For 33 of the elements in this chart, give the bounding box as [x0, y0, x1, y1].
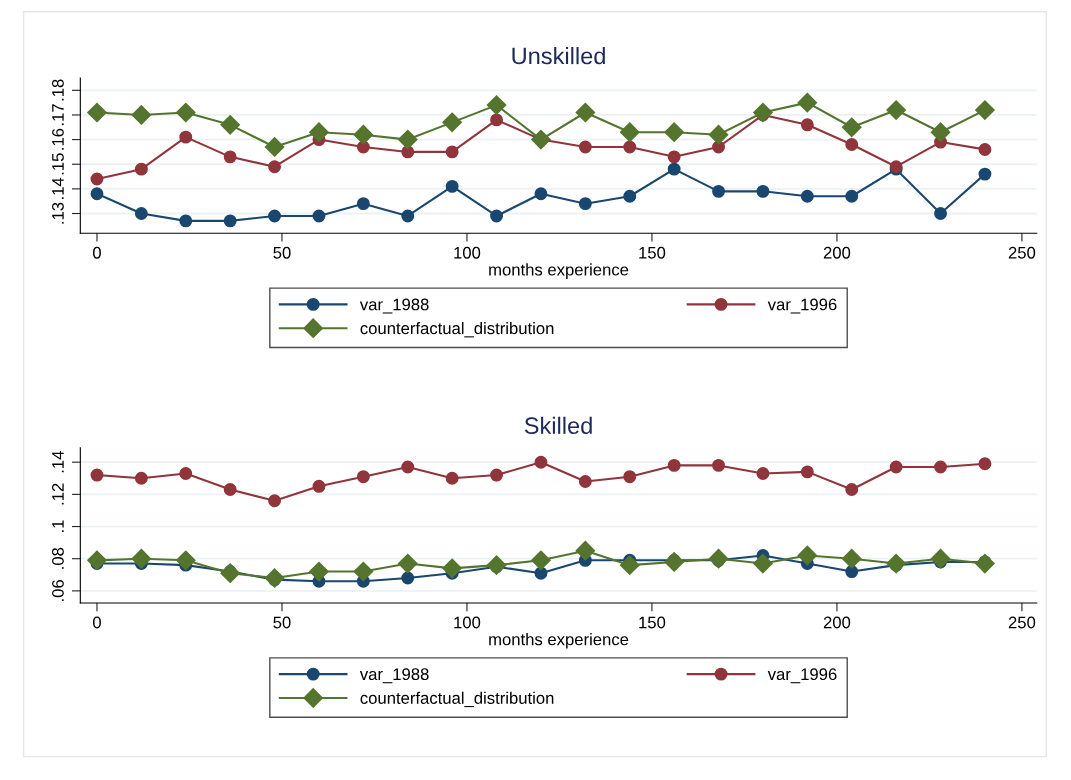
y-tick-label: .16	[52, 128, 64, 150]
x-tick-label: 0	[92, 616, 101, 629]
legend-label: var_1996	[767, 668, 837, 684]
x-tick-label: 50	[273, 616, 291, 629]
y-tick-label: .1	[52, 520, 64, 532]
x-tick-label: 100	[454, 246, 481, 259]
y-tick-label: .06	[52, 580, 64, 601]
legend-label: var_1996	[767, 298, 837, 314]
y-tick-label: .14	[52, 451, 64, 473]
x-tick-label: 150	[639, 616, 666, 629]
y-tick-label: .17	[52, 104, 64, 126]
legend-label: var_1988	[359, 668, 429, 684]
legend-label: var_1988	[359, 298, 429, 314]
x-tick-label: 100	[454, 616, 481, 629]
y-tick-label: .18	[52, 79, 64, 101]
chart-title: Skilled	[524, 416, 592, 435]
x-tick-label: 250	[1008, 246, 1036, 259]
x-axis-title: months experience	[489, 263, 629, 279]
y-tick-label: .15	[52, 153, 64, 175]
y-tick-label: .12	[52, 483, 64, 505]
x-tick-label: 200	[823, 616, 851, 629]
y-tick-label: .08	[52, 547, 64, 569]
x-tick-label: 50	[273, 246, 291, 259]
y-tick-label: .13	[52, 202, 64, 224]
x-axis-title: months experience	[489, 633, 629, 649]
x-tick-label: 200	[823, 246, 851, 259]
legend-label: counterfactual_distribution	[360, 321, 554, 338]
x-tick-label: 150	[639, 246, 666, 259]
y-tick-label: .14	[52, 177, 64, 199]
x-tick-label: 250	[1008, 616, 1036, 629]
chart-title: Unskilled	[512, 47, 605, 65]
legend-label: counterfactual_distribution	[360, 691, 554, 708]
x-tick-label: 0	[92, 246, 101, 259]
